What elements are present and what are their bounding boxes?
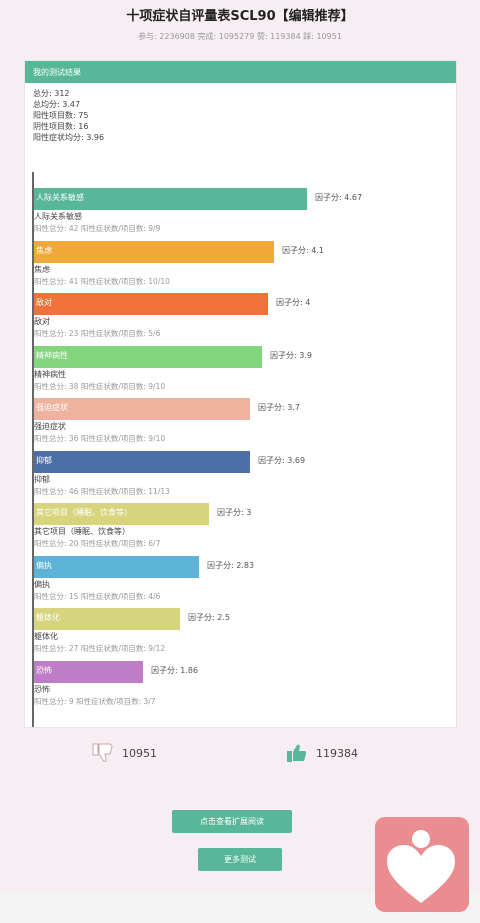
factor-name: 恐怖 bbox=[34, 684, 50, 694]
summary-mean: 总均分: 3.47 bbox=[33, 100, 81, 109]
factor-score: 因子分: 1.86 bbox=[151, 665, 199, 675]
dislike-button[interactable]: 10951 bbox=[92, 742, 157, 764]
factor-score: 因子分: 4.1 bbox=[282, 245, 324, 255]
factor-score: 因子分: 3.69 bbox=[258, 455, 306, 465]
factor-detail: 阳性总分: 36 阳性症状数/项目数: 9/10 bbox=[34, 434, 166, 443]
factor-bar: 躯体化 bbox=[34, 608, 180, 630]
factor-score: 因子分: 3 bbox=[217, 508, 252, 517]
factor-detail: 阳性总分: 23 阳性症状数/项目数: 5/6 bbox=[34, 329, 161, 338]
summary-positive-mean: 阳性症状均分: 3.96 bbox=[33, 133, 105, 142]
result-summary: 总分: 312 总均分: 3.47 阳性项目数: 75 阴性项目数: 16 阳性… bbox=[25, 83, 456, 148]
summary-positive-count: 阳性项目数: 75 bbox=[33, 111, 89, 120]
factor-name: 躯体化 bbox=[34, 632, 58, 641]
factor-name: 焦虑 bbox=[34, 264, 50, 274]
factor-name: 偏执 bbox=[34, 579, 50, 589]
result-heading: 我的测试结果 bbox=[25, 61, 456, 83]
factor-detail: 阳性总分: 15 阳性症状数/项目数: 4/6 bbox=[34, 591, 161, 601]
factor-score: 因子分: 3.7 bbox=[258, 403, 300, 412]
like-button[interactable]: 119384 bbox=[286, 742, 358, 764]
dislike-count: 10951 bbox=[122, 746, 157, 760]
thumbs-down-icon bbox=[92, 743, 113, 762]
page-meta: 参与: 2236908 完成: 1095279 赞: 119384 踩: 109… bbox=[138, 32, 342, 41]
like-count: 119384 bbox=[316, 746, 358, 760]
summary-total: 总分: 312 bbox=[33, 89, 70, 98]
factor-bar: 强迫症状 bbox=[34, 398, 250, 420]
factor-detail: 阳性总分: 27 阳性症状数/项目数: 9/12 bbox=[34, 644, 166, 653]
factor-detail: 阳性总分: 9 阳性症状数/项目数: 3/7 bbox=[34, 696, 156, 706]
factor-name: 其它项目（睡眠、饮食等） bbox=[34, 527, 130, 536]
thumbs-up-icon bbox=[287, 744, 307, 762]
factor-detail: 阳性总分: 41 阳性症状数/项目数: 10/10 bbox=[34, 276, 170, 286]
app-logo[interactable] bbox=[375, 817, 469, 912]
factor-score: 因子分: 2.83 bbox=[207, 560, 255, 570]
factor-name: 精神病性 bbox=[34, 369, 66, 379]
more-tests-button[interactable]: 更多测试 bbox=[198, 848, 282, 871]
factor-bar: 恐怖 bbox=[34, 660, 143, 683]
summary-negative-count: 阴性项目数: 16 bbox=[33, 122, 89, 131]
factor-name: 抑郁 bbox=[34, 474, 50, 484]
factor-bar: 偏执 bbox=[34, 555, 199, 578]
factor-detail: 阳性总分: 20 阳性症状数/项目数: 6/7 bbox=[34, 539, 161, 548]
factor-bar: 人际关系敏感 bbox=[34, 188, 307, 210]
factor-bar: 其它项目（睡眠、饮食等） bbox=[34, 503, 209, 525]
factor-name: 敌对 bbox=[34, 317, 50, 326]
factor-score: 因子分: 3.9 bbox=[270, 350, 312, 360]
chart-axis bbox=[32, 172, 34, 727]
factor-detail: 阳性总分: 42 阳性症状数/项目数: 9/9 bbox=[34, 224, 161, 233]
heart-person-icon bbox=[387, 830, 455, 903]
factor-bar: 敌对 bbox=[34, 293, 268, 315]
factor-name: 人际关系敏感 bbox=[34, 212, 82, 221]
factor-score: 因子分: 2.5 bbox=[188, 613, 230, 622]
result-card: 我的测试结果 总分: 312 总均分: 3.47 阳性项目数: 75 阴性项目数… bbox=[24, 60, 457, 728]
factor-bar: 焦虑 bbox=[34, 240, 274, 263]
factor-bar: 抑郁 bbox=[34, 450, 250, 473]
extended-reading-button[interactable]: 点击查看扩展阅读 bbox=[172, 810, 292, 833]
factor-score: 因子分: 4 bbox=[276, 298, 311, 307]
factor-bar: 精神病性 bbox=[34, 345, 262, 368]
factor-detail: 阳性总分: 38 阳性症状数/项目数: 9/10 bbox=[34, 381, 166, 391]
factor-name: 强迫症状 bbox=[34, 422, 66, 431]
factor-detail: 阳性总分: 46 阳性症状数/项目数: 11/13 bbox=[34, 486, 170, 496]
factor-score: 因子分: 4.67 bbox=[315, 193, 363, 202]
page-title: 十项症状自评量表SCL90【编辑推荐】 bbox=[126, 9, 354, 24]
